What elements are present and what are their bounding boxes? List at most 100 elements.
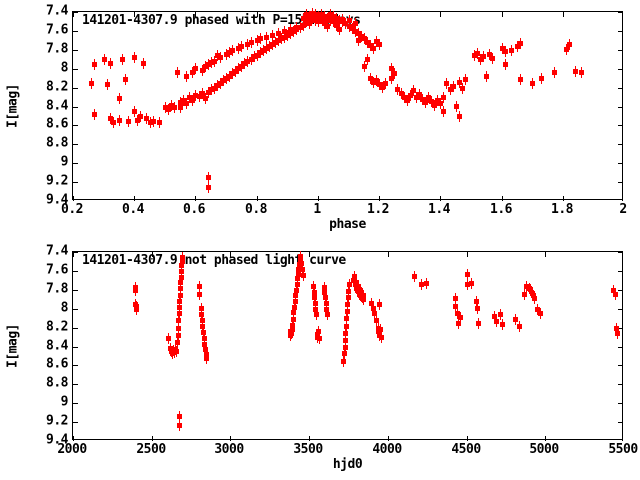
data-point: [423, 97, 428, 108]
data-point: [513, 314, 518, 325]
data-point: [377, 299, 382, 310]
data-point: [362, 33, 367, 44]
data-point: [453, 301, 458, 312]
phased-y-axis-label: I[mag]: [5, 83, 21, 128]
data-point: [324, 304, 329, 315]
y-tick-mark: [73, 69, 78, 70]
x-tick-label: 2: [619, 202, 627, 217]
data-point: [579, 67, 584, 78]
y-tick-mark: [73, 347, 78, 348]
data-point: [177, 420, 182, 431]
data-point: [460, 83, 465, 94]
y-tick-mark: [73, 439, 78, 440]
y-tick-label: 8.8: [46, 375, 68, 391]
x-tick-mark: [502, 196, 503, 201]
data-point: [258, 33, 263, 44]
data-point: [372, 308, 377, 319]
y-tick-mark: [73, 107, 78, 108]
data-point: [346, 292, 351, 303]
data-point: [432, 100, 437, 111]
data-point: [174, 346, 179, 357]
data-point: [249, 37, 254, 48]
y-tick-mark: [73, 252, 78, 253]
y-tick-label: 8.8: [46, 135, 68, 151]
data-point: [132, 52, 137, 63]
data-point: [301, 13, 306, 24]
data-point: [206, 182, 211, 193]
data-point: [313, 304, 318, 315]
data-point: [528, 284, 533, 295]
data-point: [515, 41, 520, 52]
x-tick-mark: [563, 12, 564, 17]
data-point: [365, 37, 370, 48]
data-point: [200, 321, 205, 332]
data-point: [236, 43, 241, 54]
data-point: [301, 20, 306, 31]
data-point: [517, 321, 522, 332]
data-point: [503, 46, 508, 57]
data-point: [456, 318, 461, 329]
data-point: [611, 285, 616, 296]
data-point: [438, 98, 443, 109]
data-point: [455, 308, 460, 319]
data-point: [264, 32, 269, 43]
y-tick-mark: [618, 144, 623, 145]
x-tick-label: 1: [313, 202, 321, 217]
data-point: [451, 81, 456, 92]
data-point: [123, 74, 128, 85]
data-point: [317, 333, 322, 344]
data-point: [108, 113, 113, 124]
y-tick-label: 7.6: [46, 262, 68, 278]
data-point: [227, 47, 232, 58]
data-point: [296, 264, 301, 275]
data-point: [424, 278, 429, 289]
unphased-plot-area: 141201-4307.9 not phased light curve: [72, 251, 623, 441]
data-point: [184, 71, 189, 82]
x-tick-mark: [257, 12, 258, 17]
data-point: [322, 11, 327, 22]
data-point: [202, 333, 207, 344]
data-point: [453, 293, 458, 304]
y-tick-label: 9.2: [46, 173, 68, 189]
data-point: [304, 9, 309, 20]
data-point: [92, 109, 97, 120]
data-point: [218, 78, 223, 89]
data-point: [199, 309, 204, 320]
data-point: [465, 269, 470, 280]
y-tick-mark: [73, 88, 78, 89]
data-point: [399, 88, 404, 99]
data-point: [564, 44, 569, 55]
y-tick-label: 8.2: [46, 319, 68, 335]
x-tick-mark: [545, 436, 546, 441]
y-tick-mark: [618, 199, 623, 200]
phased-plot-title: 141201-4307.9 phased with P=153.70days: [82, 13, 361, 28]
data-point: [474, 296, 479, 307]
data-point: [347, 279, 352, 290]
data-point: [441, 106, 446, 117]
x-tick-mark: [73, 196, 74, 201]
data-point: [343, 342, 348, 353]
data-point: [476, 318, 481, 329]
x-tick-mark: [309, 252, 310, 257]
x-tick-label: 2000: [57, 442, 87, 457]
data-point: [204, 353, 209, 364]
y-tick-mark: [618, 31, 623, 32]
data-point: [179, 260, 184, 271]
data-point: [270, 30, 275, 41]
data-point: [356, 35, 361, 46]
y-tick-mark: [618, 403, 623, 404]
data-point: [383, 78, 388, 89]
data-point: [215, 50, 220, 61]
data-point: [331, 11, 336, 22]
data-point: [203, 93, 208, 104]
data-point: [613, 289, 618, 300]
data-point: [206, 172, 211, 183]
data-point: [178, 283, 183, 294]
data-point: [313, 9, 318, 20]
data-point: [293, 290, 298, 301]
x-tick-label: 5500: [608, 442, 638, 457]
y-tick-mark: [73, 384, 78, 385]
y-tick-mark: [73, 309, 78, 310]
data-point: [108, 58, 113, 69]
